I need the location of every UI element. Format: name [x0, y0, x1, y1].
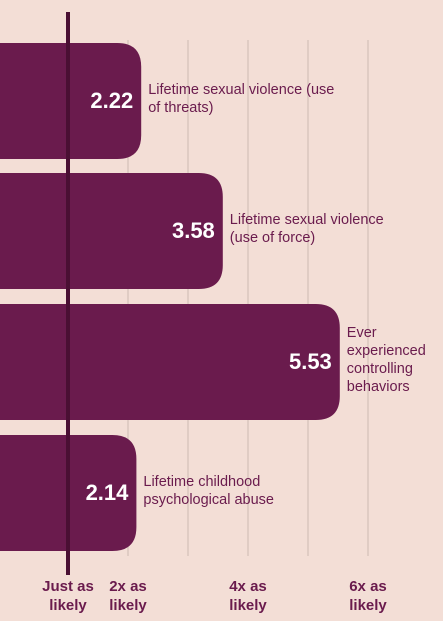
category-label: Ever experienced controlling behaviors	[346, 325, 426, 395]
x-tick-label: 6x as likely	[349, 578, 387, 614]
x-tick-label: Just as likely	[42, 578, 94, 614]
category-label: Lifetime sexual violence (use of threats…	[148, 82, 335, 116]
category-label: Lifetime childhood psychological abuse	[143, 474, 274, 508]
bar	[0, 173, 223, 289]
category-label: Lifetime sexual violence (use of force)	[229, 212, 384, 246]
x-tick-label: 4x as likely	[229, 578, 267, 614]
bar	[0, 43, 142, 159]
value-label: 2.14	[85, 480, 129, 505]
value-label: 3.58	[171, 218, 215, 243]
x-tick-label: 2x as likely	[109, 578, 147, 614]
value-label: 5.53	[288, 349, 332, 374]
value-label: 2.22	[90, 88, 134, 113]
bar	[0, 304, 340, 420]
